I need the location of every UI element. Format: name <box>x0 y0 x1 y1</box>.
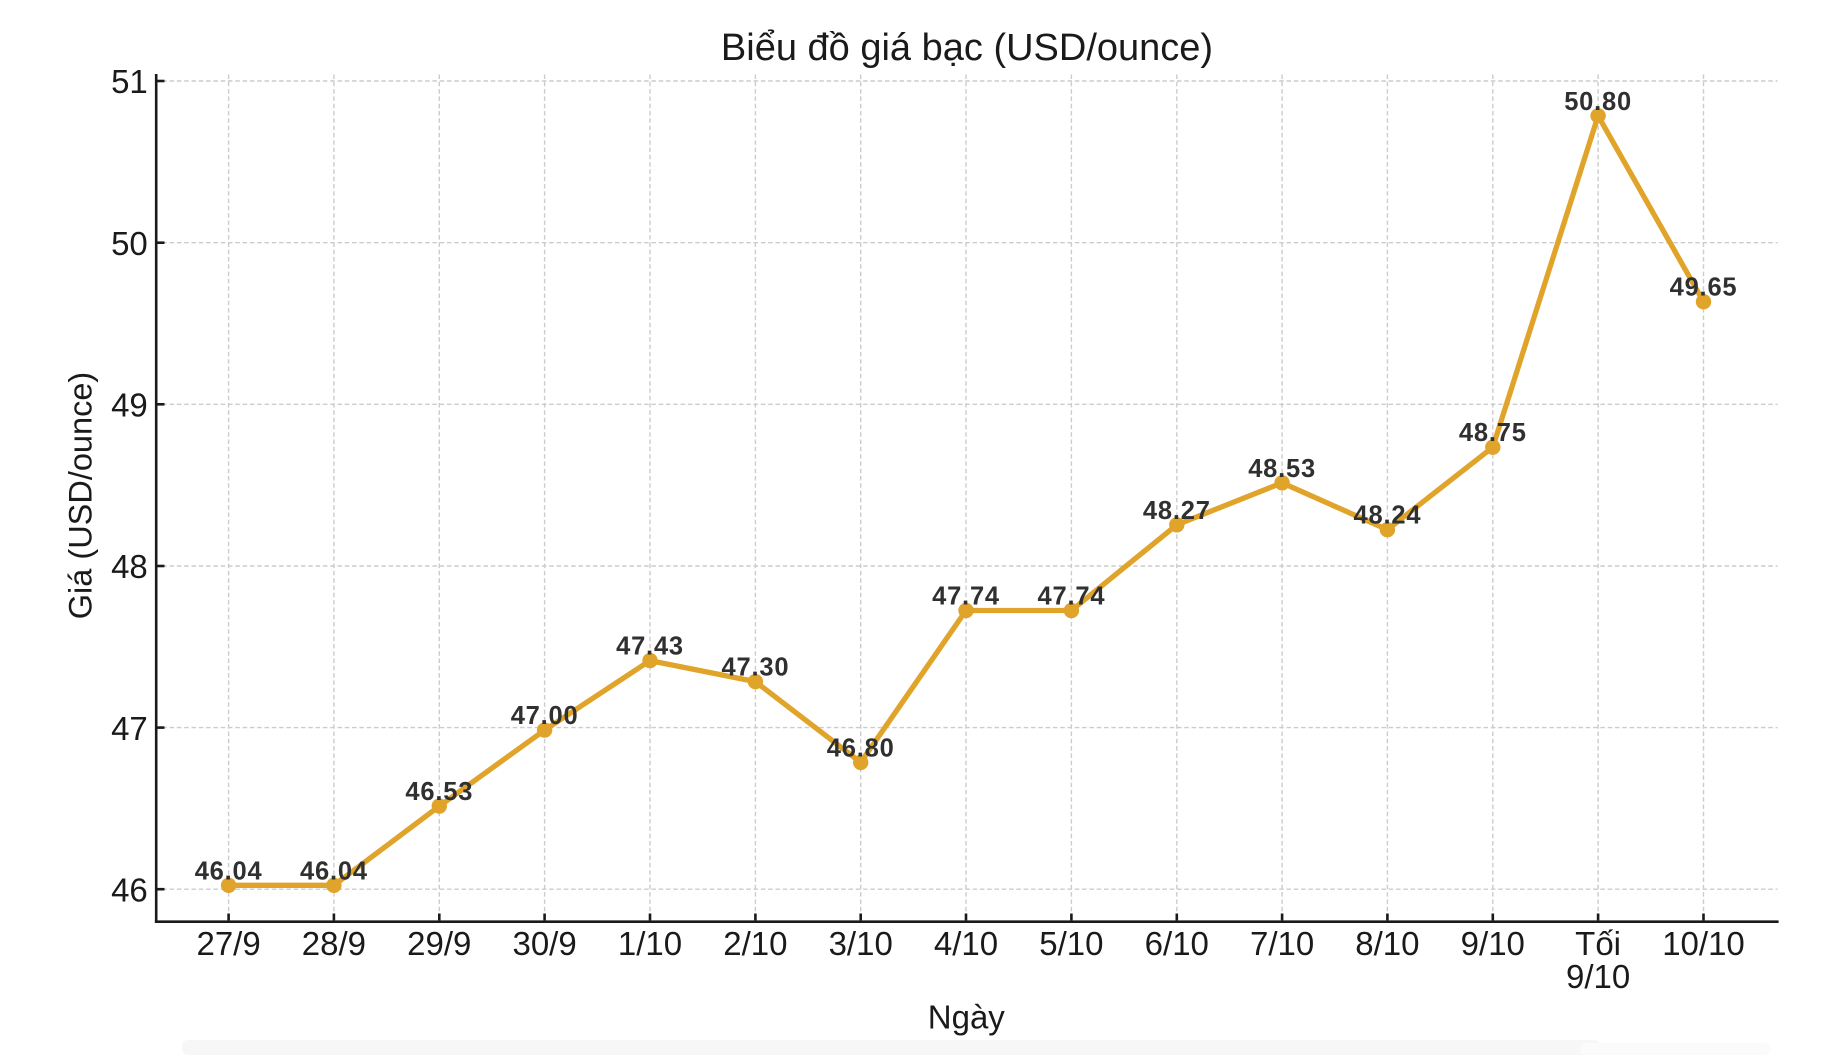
svg-text:7/10: 7/10 <box>1250 925 1314 962</box>
svg-text:Tối: Tối <box>1575 925 1621 962</box>
svg-text:9/10: 9/10 <box>1566 958 1630 995</box>
svg-text:10/10: 10/10 <box>1662 925 1745 962</box>
svg-text:27/9: 27/9 <box>196 925 260 962</box>
svg-text:1/10: 1/10 <box>618 925 682 962</box>
svg-text:49: 49 <box>111 387 148 424</box>
svg-text:47.43: 47.43 <box>616 633 684 661</box>
svg-text:30/9: 30/9 <box>512 925 576 962</box>
svg-text:29/9: 29/9 <box>407 925 471 962</box>
svg-text:4/10: 4/10 <box>934 925 998 962</box>
svg-text:46.04: 46.04 <box>195 857 263 885</box>
svg-text:50: 50 <box>111 225 148 262</box>
svg-text:49.65: 49.65 <box>1670 274 1738 302</box>
svg-text:46: 46 <box>111 871 148 908</box>
svg-text:Biểu đồ giá bạc (USD/ounce): Biểu đồ giá bạc (USD/ounce) <box>721 27 1213 69</box>
svg-text:Ngày: Ngày <box>928 998 1006 1035</box>
svg-text:9/10: 9/10 <box>1461 925 1525 962</box>
svg-text:50.80: 50.80 <box>1564 88 1632 116</box>
svg-text:47: 47 <box>111 710 148 747</box>
svg-text:3/10: 3/10 <box>829 925 893 962</box>
svg-text:51: 51 <box>111 63 148 100</box>
svg-text:46.53: 46.53 <box>405 778 473 806</box>
svg-text:48.24: 48.24 <box>1353 502 1421 530</box>
svg-text:46.04: 46.04 <box>300 857 368 885</box>
svg-text:28/9: 28/9 <box>302 925 366 962</box>
svg-text:48: 48 <box>111 548 148 585</box>
svg-text:47.74: 47.74 <box>1037 583 1105 611</box>
svg-text:48.27: 48.27 <box>1143 497 1211 525</box>
svg-text:47.30: 47.30 <box>721 654 789 682</box>
svg-text:5/10: 5/10 <box>1039 925 1103 962</box>
svg-text:47.00: 47.00 <box>511 702 579 730</box>
svg-text:6/10: 6/10 <box>1145 925 1209 962</box>
svg-text:2/10: 2/10 <box>723 925 787 962</box>
svg-text:48.53: 48.53 <box>1248 455 1316 483</box>
svg-text:47.74: 47.74 <box>932 583 1000 611</box>
svg-text:8/10: 8/10 <box>1355 925 1419 962</box>
svg-text:48.75: 48.75 <box>1459 419 1527 447</box>
svg-text:46.80: 46.80 <box>827 734 895 762</box>
svg-text:Giá (USD/ounce): Giá (USD/ounce) <box>63 372 99 619</box>
